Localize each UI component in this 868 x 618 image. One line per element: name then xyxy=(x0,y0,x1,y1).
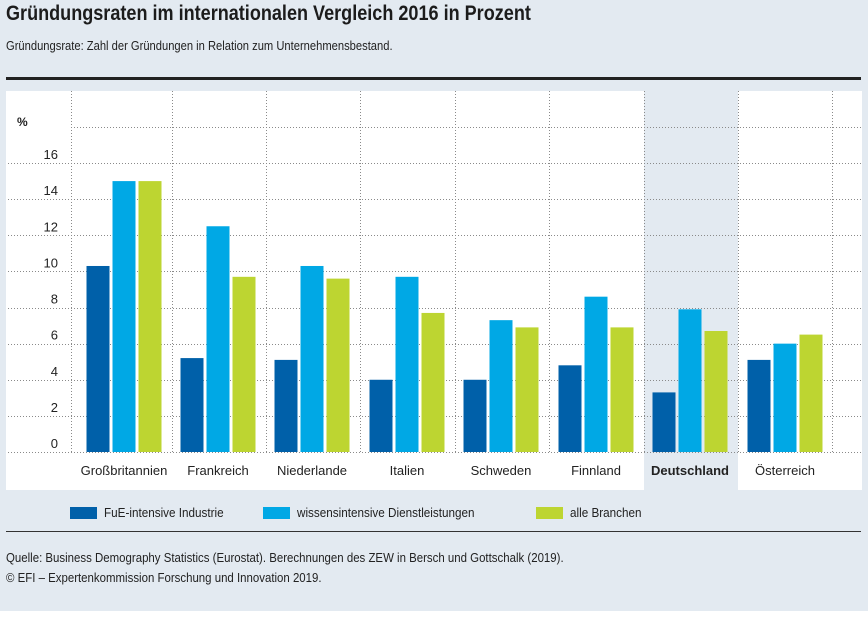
bar-niederlande-alle xyxy=(326,278,350,452)
legend-label-alle: alle Branchen xyxy=(570,505,642,520)
bar-österreich-fue xyxy=(747,359,771,452)
y-tick-label-4: 4 xyxy=(51,364,58,379)
bottom-strip xyxy=(0,611,868,618)
footer-divider xyxy=(6,531,861,532)
y-tick-label-0: 0 xyxy=(51,436,58,451)
y-axis-unit-label: % xyxy=(17,115,28,129)
bar-italien-fue xyxy=(369,379,393,452)
bar-chart: 0 2 4 6 8 10 12 14 16% Großbritannien Frankreich Ni… xyxy=(8,91,862,490)
y-tick-label-8: 8 xyxy=(51,292,58,307)
bar-italien-wissen xyxy=(395,276,419,452)
legend-label-wissen: wissensintensive Dienstleistungen xyxy=(297,505,475,520)
source-note: Quelle: Business Demography Statistics (… xyxy=(6,548,564,588)
bar-frankreich-wissen xyxy=(206,226,230,452)
legend-item-alle: alle Branchen xyxy=(536,505,650,520)
y-tick-label-2: 2 xyxy=(51,400,58,415)
bar-niederlande-fue xyxy=(274,359,298,452)
y-tick-label-12: 12 xyxy=(44,219,58,234)
bar-schweden-alle xyxy=(515,327,539,452)
x-category-label: Schweden xyxy=(471,463,532,478)
y-tick-label-16: 16 xyxy=(44,147,58,162)
chart-title: Gründungsraten im internationalen Vergle… xyxy=(6,2,531,25)
bar-finnland-alle xyxy=(610,327,634,452)
bar-deutschland-wissen xyxy=(678,309,702,452)
title-divider xyxy=(6,77,861,80)
bar-deutschland-fue xyxy=(652,392,676,452)
copyright-text: © EFI – Expertenkommission Forschung und… xyxy=(6,570,322,585)
chart-subtitle: Gründungsrate: Zahl der Gründungen in Re… xyxy=(6,38,393,53)
legend-swatch-fue xyxy=(70,506,97,519)
x-category-label: Niederlande xyxy=(277,463,347,478)
bar-schweden-wissen xyxy=(489,320,513,452)
x-category-label: Finnland xyxy=(571,463,621,478)
x-category-label: Österreich xyxy=(755,463,815,478)
legend-item-wissen: wissensintensive Dienstleistungen xyxy=(263,505,494,520)
bar-schweden-fue xyxy=(463,379,487,452)
bar-großbritannien-fue xyxy=(86,265,110,452)
bar-niederlande-wissen xyxy=(300,265,324,452)
source-text: Quelle: Business Demography Statistics (… xyxy=(6,550,564,565)
bar-österreich-alle xyxy=(799,334,823,452)
y-tick-label-6: 6 xyxy=(51,328,58,343)
x-category-label: Italien xyxy=(390,463,425,478)
y-tick-label-14: 14 xyxy=(44,183,58,198)
bar-großbritannien-wissen xyxy=(112,181,136,452)
bar-frankreich-fue xyxy=(180,358,204,452)
chart-legend: FuE-intensive Industrie wissensintensive… xyxy=(0,505,868,525)
bar-finnland-fue xyxy=(558,365,582,452)
legend-item-fue: FuE-intensive Industrie xyxy=(70,505,237,520)
legend-label-fue: FuE-intensive Industrie xyxy=(104,505,224,520)
bar-österreich-wissen xyxy=(773,343,797,452)
x-category-label: Deutschland xyxy=(651,463,729,478)
y-tick-label-10: 10 xyxy=(44,255,58,270)
legend-swatch-alle xyxy=(536,506,563,519)
x-category-label: Frankreich xyxy=(187,463,248,478)
x-category-label: Großbritannien xyxy=(81,463,168,478)
bar-frankreich-alle xyxy=(232,276,256,452)
bar-finnland-wissen xyxy=(584,296,608,452)
bar-deutschland-alle xyxy=(704,330,728,452)
bar-großbritannien-alle xyxy=(138,181,162,452)
legend-swatch-wissen xyxy=(263,506,290,519)
bar-italien-alle xyxy=(421,312,445,452)
